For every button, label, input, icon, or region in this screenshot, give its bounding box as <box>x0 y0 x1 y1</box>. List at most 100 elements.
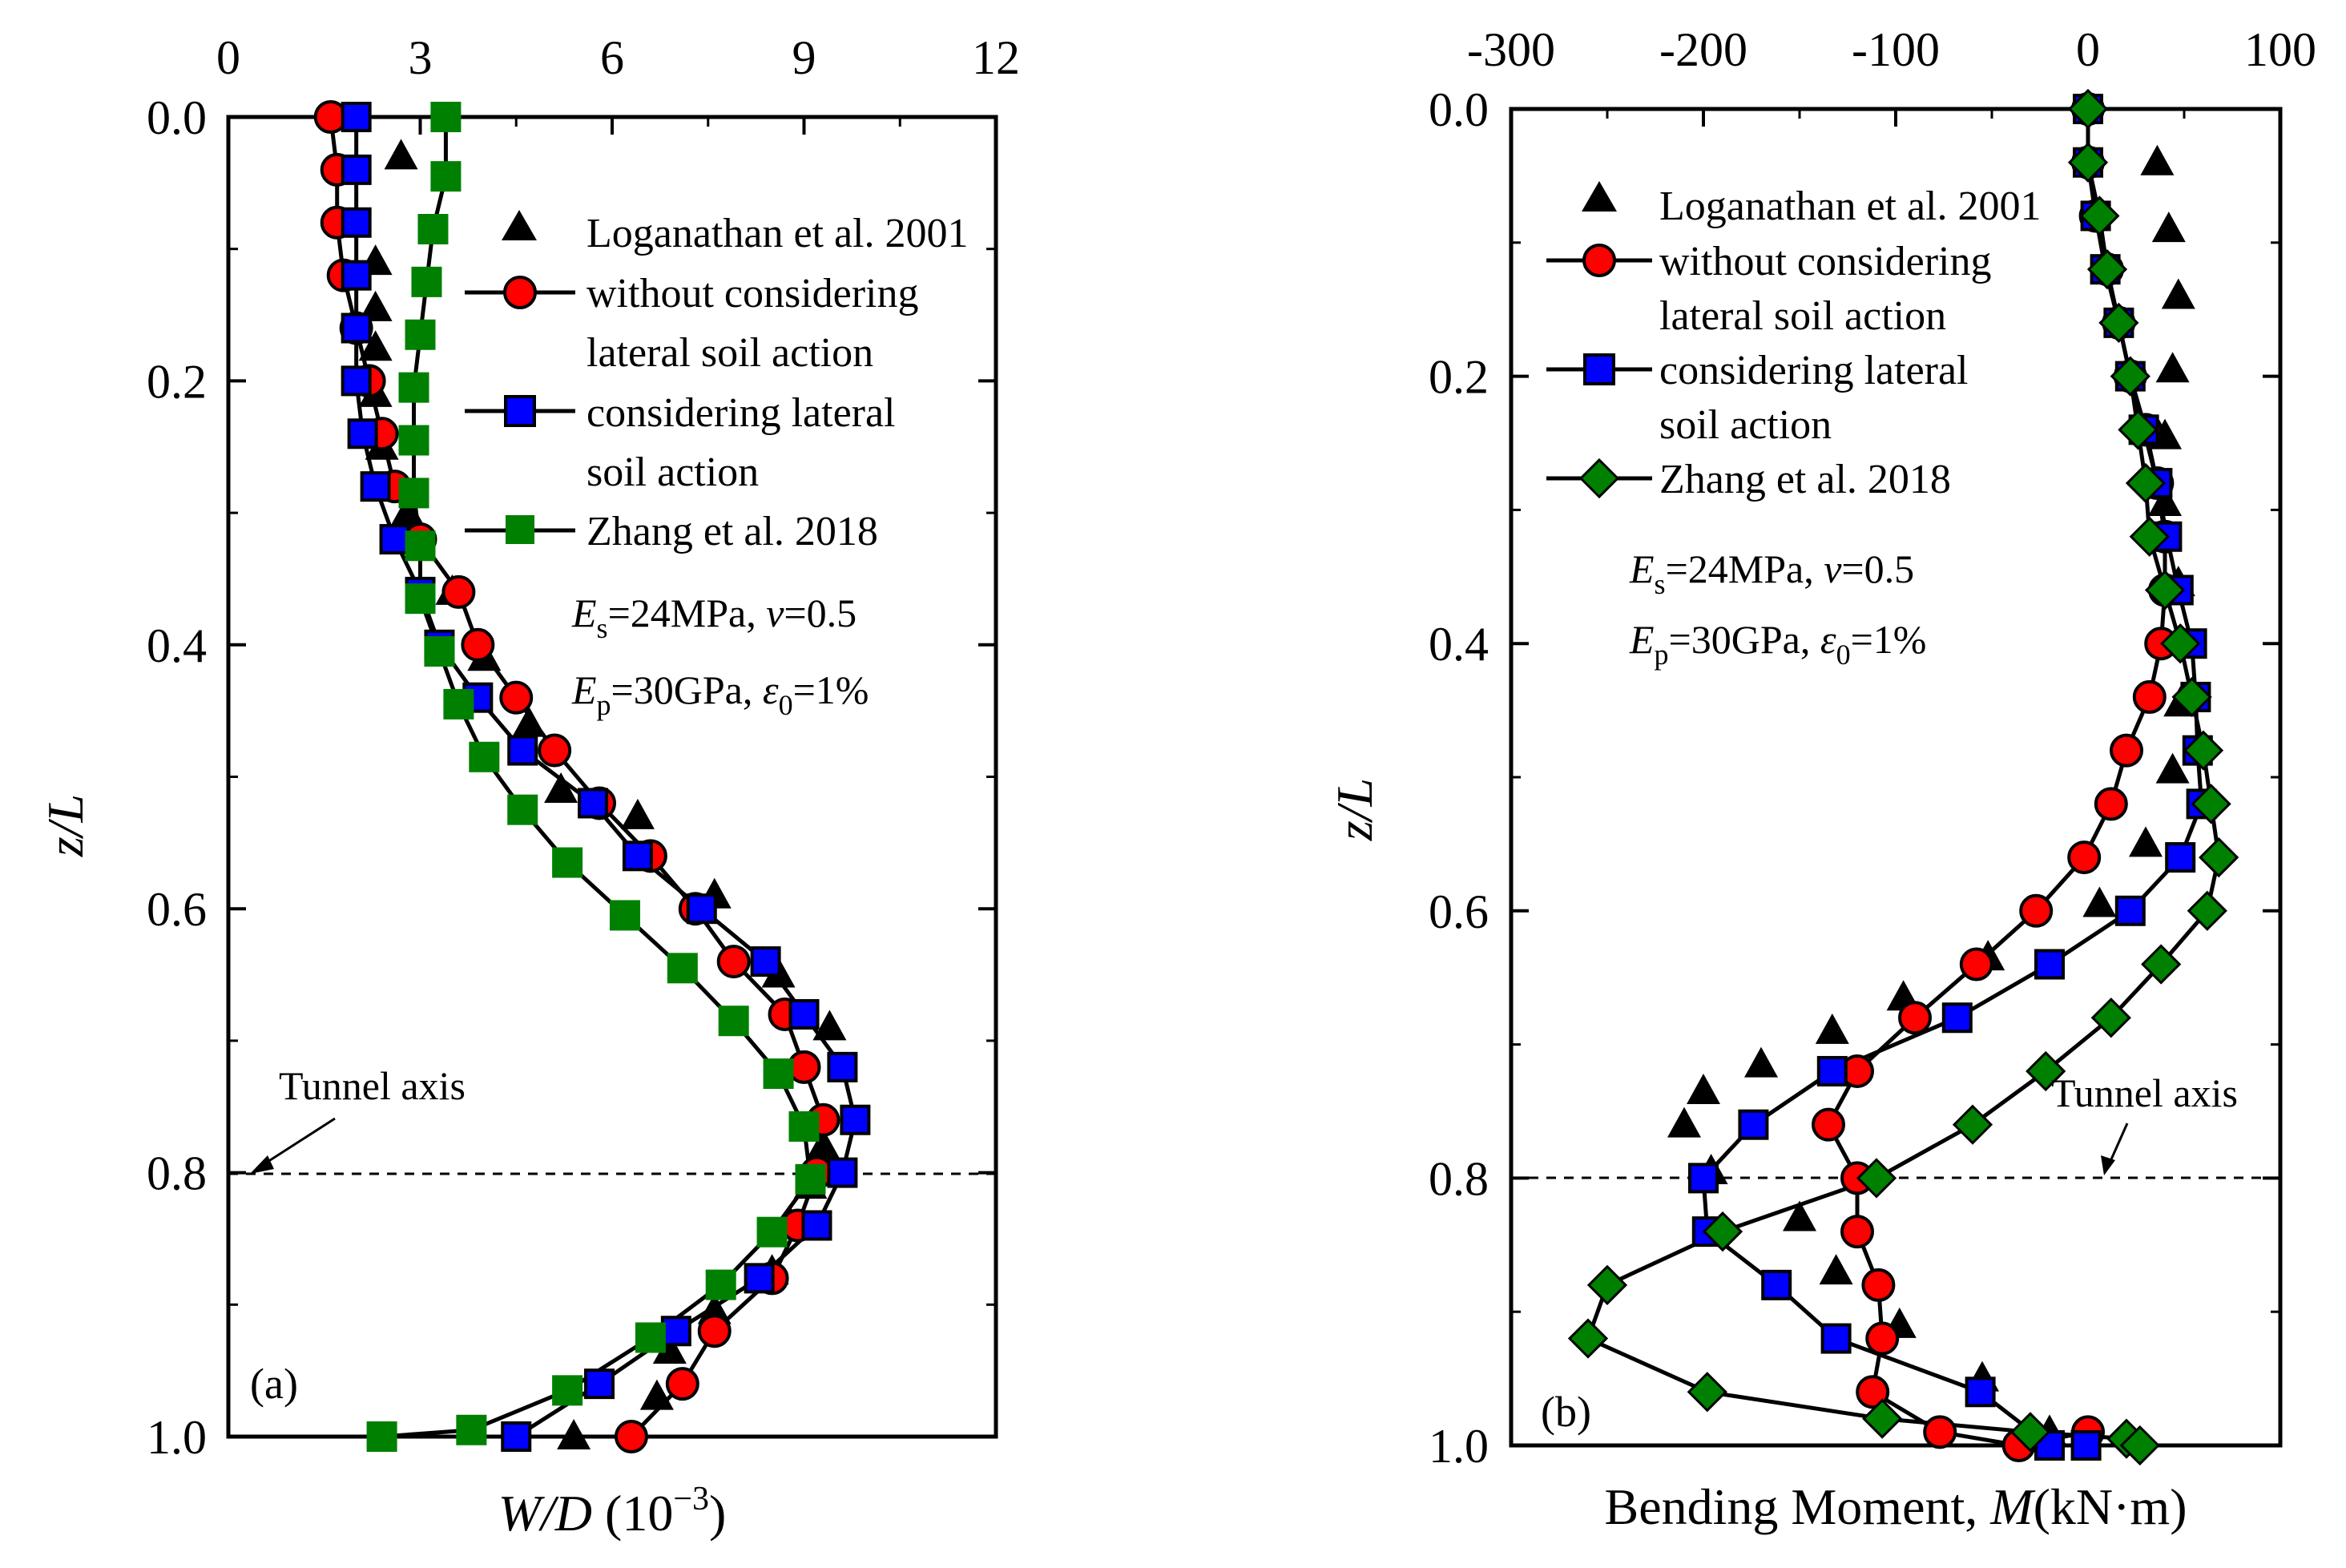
data-point-zhang-et-al-2018 <box>405 530 436 562</box>
data-point-considering-lateral-soil-action <box>584 1368 615 1400</box>
y-tick-label: 0.6 <box>1429 885 1489 938</box>
tunnel-axis-label: Tunnel axis <box>2051 1070 2238 1115</box>
data-point-zhang-et-al-2018 <box>2183 730 2224 771</box>
data-point-zhang-et-al-2018 <box>2098 302 2139 344</box>
data-point-zhang-et-al-2018 <box>1586 1264 1628 1305</box>
data-point-without-considering-lateral-soil-action <box>697 1314 732 1348</box>
tunnel-axis-label: Tunnel axis <box>279 1063 466 1108</box>
legend-marker-loganathan <box>1582 181 1617 212</box>
data-point-zhang-et-al-2018 <box>2160 623 2201 664</box>
data-point-without-considering-lateral-soil-action <box>1856 1375 1890 1409</box>
data-point-without-considering-lateral-soil-action <box>2110 733 2143 768</box>
series-markers <box>313 100 871 1453</box>
data-point-considering-lateral-soil-action <box>2165 842 2196 873</box>
y-tick-label: 0.4 <box>147 619 207 672</box>
data-point-considering-lateral-soil-action <box>507 735 538 766</box>
data-point-loganathan-et-al-2001 <box>639 1379 674 1410</box>
legend: Loganathan et al. 2001 without consideri… <box>465 210 969 554</box>
data-point-zhang-et-al-2018 <box>2141 944 2182 985</box>
data-point-loganathan-et-al-2001 <box>557 1419 591 1449</box>
data-point-without-considering-lateral-soil-action <box>1898 1001 1932 1035</box>
y-axis-title: z/L <box>1326 778 1383 841</box>
data-point-loganathan-et-al-2001 <box>512 706 546 737</box>
data-point-zhang-et-al-2018 <box>456 1414 487 1445</box>
data-point-considering-lateral-soil-action <box>341 207 372 238</box>
data-point-zhang-et-al-2018 <box>398 425 429 456</box>
data-point-zhang-et-al-2018 <box>1952 1104 1993 1145</box>
data-point-zhang-et-al-2018 <box>417 213 449 244</box>
data-point-zhang-et-al-2018 <box>2119 1425 2160 1466</box>
data-point-zhang-et-al-2018 <box>405 319 436 350</box>
legend-label-without-line2: lateral soil action <box>1659 293 1946 339</box>
data-point-without-considering-lateral-soil-action <box>1840 1215 1874 1249</box>
data-point-zhang-et-al-2018 <box>1856 1158 1897 1199</box>
data-point-considering-lateral-soil-action <box>2070 1430 2102 1461</box>
data-point-considering-lateral-soil-action <box>750 946 781 977</box>
data-point-zhang-et-al-2018 <box>2067 142 2109 183</box>
data-point-loganathan-et-al-2001 <box>1667 1106 1701 1138</box>
data-point-considering-lateral-soil-action <box>341 102 372 132</box>
series-points-zhang-et-al-2018 <box>1567 88 2239 1466</box>
data-point-zhang-et-al-2018 <box>443 688 474 720</box>
data-point-loganathan-et-al-2001 <box>652 1332 687 1364</box>
data-point-zhang-et-al-2018 <box>552 1375 583 1406</box>
data-point-zhang-et-al-2018 <box>2079 195 2120 236</box>
data-point-loganathan-et-al-2001 <box>1687 1073 1720 1104</box>
series-markers <box>1567 88 2239 1466</box>
legend-label-considering-line2: soil action <box>586 449 759 495</box>
x-tick-label: -300 <box>1467 23 1555 76</box>
param-line-1: Es=24MPa, v=0.5 <box>1629 546 1914 600</box>
data-point-zhang-et-al-2018 <box>667 953 698 984</box>
data-point-zhang-et-al-2018 <box>469 741 500 772</box>
data-point-zhang-et-al-2018 <box>609 900 640 931</box>
x-tick-label: -100 <box>1852 23 1940 76</box>
data-point-considering-lateral-soil-action <box>347 418 378 449</box>
panel-label-a: (a) <box>250 1360 298 1408</box>
data-point-considering-lateral-soil-action <box>744 1263 775 1294</box>
data-point-without-considering-lateral-soil-action <box>2132 679 2167 714</box>
y-tick-label: 0.6 <box>147 883 207 936</box>
data-point-considering-lateral-soil-action <box>1816 1055 1848 1086</box>
y-tick-label: 0.2 <box>1429 351 1489 404</box>
x-tick-label: 3 <box>409 31 433 84</box>
legend-label-considering-line1: considering lateral <box>586 390 896 436</box>
data-point-zhang-et-al-2018 <box>763 1058 794 1090</box>
data-point-zhang-et-al-2018 <box>1567 1318 1609 1359</box>
data-point-considering-lateral-soil-action <box>341 312 372 344</box>
y-tick-label: 0.8 <box>1429 1152 1489 1205</box>
data-point-zhang-et-al-2018 <box>705 1269 736 1300</box>
y-tick-label: 0.0 <box>1429 83 1489 136</box>
legend-label-without-line1: without considering <box>586 271 919 316</box>
x-axis-title: Bending Moment, M(kN·m) <box>1605 1478 2187 1535</box>
data-point-considering-lateral-soil-action <box>1941 1002 1973 1034</box>
x-tick-label: 0 <box>2076 23 2100 76</box>
data-point-zhang-et-al-2018 <box>2125 462 2167 504</box>
data-point-considering-lateral-soil-action <box>686 893 717 925</box>
data-point-without-considering-lateral-soil-action <box>499 680 534 715</box>
data-point-without-considering-lateral-soil-action <box>441 574 476 609</box>
data-point-considering-lateral-soil-action <box>341 260 372 291</box>
data-point-considering-lateral-soil-action <box>827 1157 858 1188</box>
data-point-loganathan-et-al-2001 <box>806 1128 840 1159</box>
data-point-without-considering-lateral-soil-action <box>716 945 751 979</box>
data-point-loganathan-et-al-2001 <box>544 772 578 803</box>
legend-label-without-line1: without considering <box>1659 239 1992 284</box>
data-point-considering-lateral-soil-action <box>578 788 609 819</box>
data-point-without-considering-lateral-soil-action <box>2067 840 2102 875</box>
data-point-zhang-et-al-2018 <box>2144 570 2186 611</box>
param-line-1: Es=24MPa, v=0.5 <box>571 591 857 644</box>
data-point-zhang-et-al-2018 <box>718 1006 749 1037</box>
data-point-without-considering-lateral-soil-action <box>1959 947 1993 982</box>
data-point-zhang-et-al-2018 <box>1862 1398 1903 1439</box>
legend: Loganathan et al. 2001 without consideri… <box>1546 181 2042 502</box>
legend-marker-without <box>1582 244 1616 277</box>
data-point-loganathan-et-al-2001 <box>390 495 425 526</box>
data-point-loganathan-et-al-2001 <box>2155 752 2190 784</box>
data-point-considering-lateral-soil-action <box>1820 1323 1852 1354</box>
data-point-zhang-et-al-2018 <box>2199 836 2239 878</box>
data-point-loganathan-et-al-2001 <box>2151 212 2186 243</box>
data-point-zhang-et-al-2018 <box>430 102 462 132</box>
data-point-zhang-et-al-2018 <box>2009 1412 2051 1453</box>
data-point-zhang-et-al-2018 <box>552 847 583 878</box>
